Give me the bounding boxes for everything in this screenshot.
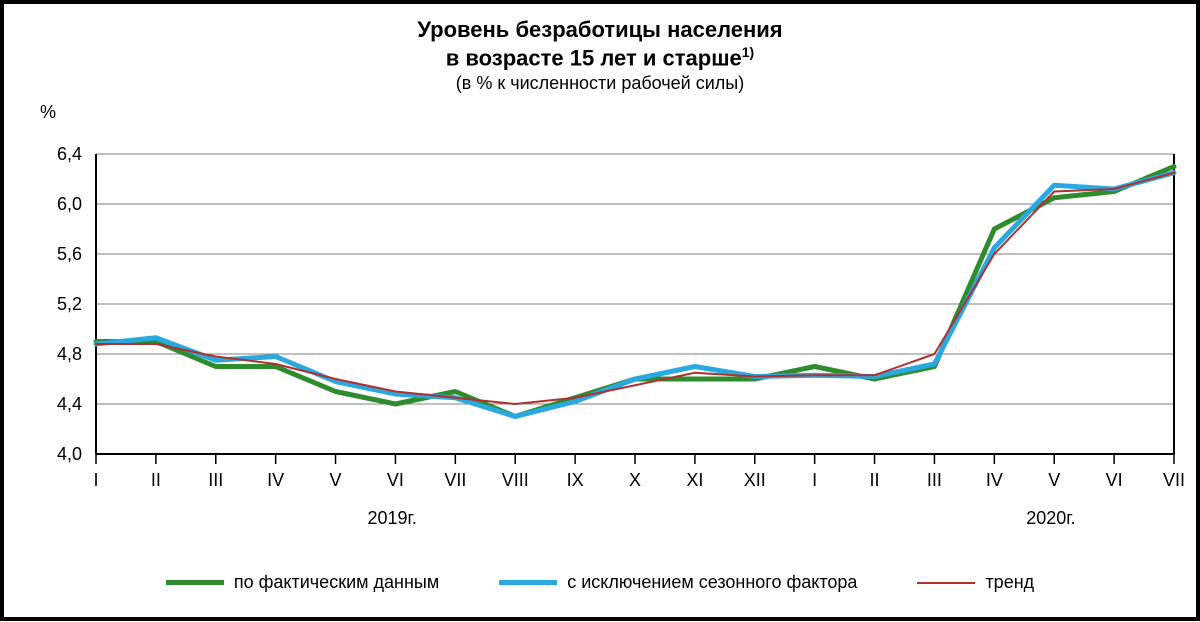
x-tick-label: II xyxy=(151,470,161,490)
legend-swatch xyxy=(917,582,975,584)
chart-svg: 4,04,44,85,25,66,06,4IIIIIIIVVVIVIIVIIII… xyxy=(4,4,1196,617)
x-tick-label: II xyxy=(870,470,880,490)
x-tick-label: V xyxy=(1048,470,1060,490)
chart-frame: Уровень безработицы населения в возрасте… xyxy=(0,0,1200,621)
legend-item-actual: по фактическим данным xyxy=(166,572,439,593)
year-label: 2020г. xyxy=(1026,508,1075,529)
x-tick-label: VII xyxy=(1163,470,1185,490)
y-tick-label: 5,2 xyxy=(57,294,82,314)
x-tick-label: VI xyxy=(387,470,404,490)
x-tick-label: VI xyxy=(1106,470,1123,490)
legend-label: тренд xyxy=(985,572,1034,593)
legend-item-seasonal: с исключением сезонного фактора xyxy=(499,572,857,593)
x-tick-label: III xyxy=(927,470,942,490)
legend-label: по фактическим данным xyxy=(234,572,439,593)
x-tick-label: XII xyxy=(744,470,766,490)
year-label: 2019г. xyxy=(367,508,416,529)
x-tick-label: I xyxy=(812,470,817,490)
x-tick-label: VII xyxy=(444,470,466,490)
legend-label: с исключением сезонного фактора xyxy=(567,572,857,593)
x-tick-label: V xyxy=(330,470,342,490)
x-tick-label: IV xyxy=(986,470,1003,490)
x-tick-label: I xyxy=(93,470,98,490)
legend: по фактическим данным с исключением сезон… xyxy=(4,572,1196,593)
legend-swatch xyxy=(166,580,224,585)
y-tick-label: 6,0 xyxy=(57,194,82,214)
x-tick-label: XI xyxy=(686,470,703,490)
x-tick-label: III xyxy=(208,470,223,490)
plot-area: 4,04,44,85,25,66,06,4IIIIIIIVVVIVIIVIIII… xyxy=(4,4,1196,622)
y-tick-label: 6,4 xyxy=(57,144,82,164)
legend-item-trend: тренд xyxy=(917,572,1034,593)
x-tick-label: X xyxy=(629,470,641,490)
series-seasonal xyxy=(96,173,1174,417)
x-tick-label: IV xyxy=(267,470,284,490)
x-tick-label: IX xyxy=(567,470,584,490)
series-trend xyxy=(96,173,1174,404)
y-tick-label: 4,8 xyxy=(57,344,82,364)
y-tick-label: 4,4 xyxy=(57,394,82,414)
legend-swatch xyxy=(499,580,557,585)
y-tick-label: 5,6 xyxy=(57,244,82,264)
x-tick-label: VIII xyxy=(502,470,529,490)
y-tick-label: 4,0 xyxy=(57,444,82,464)
